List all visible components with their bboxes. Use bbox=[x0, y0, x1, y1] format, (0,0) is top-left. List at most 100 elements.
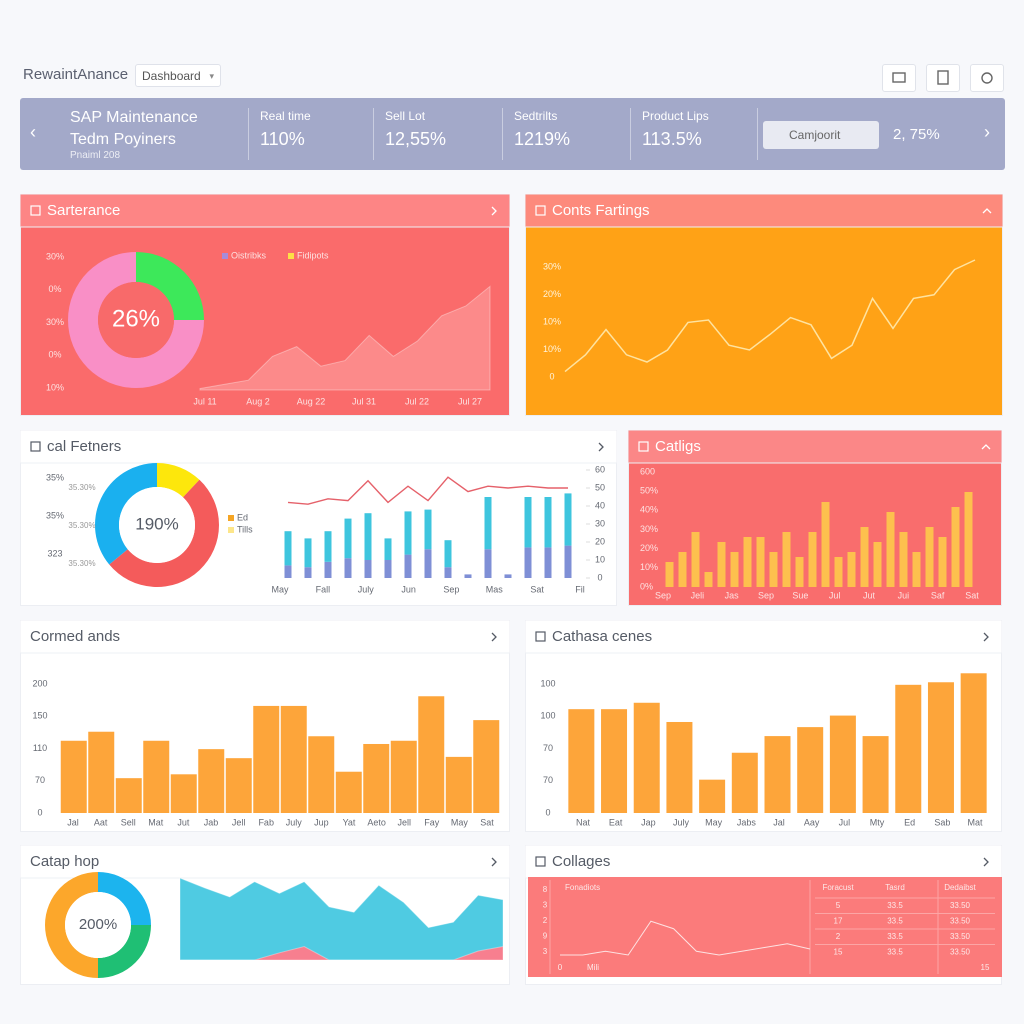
bar bbox=[504, 574, 512, 578]
bar bbox=[862, 736, 889, 813]
dropdown[interactable]: Dashboard ▾ bbox=[135, 64, 221, 87]
y-tick-label: 10 bbox=[595, 554, 605, 564]
y-axis-label: 0% bbox=[640, 581, 653, 591]
bar bbox=[927, 682, 954, 813]
panel-title: Conts Fartings bbox=[552, 202, 650, 219]
bar bbox=[198, 749, 225, 813]
y-axis-label: 0% bbox=[48, 350, 61, 360]
panel-icon bbox=[638, 441, 649, 452]
bar bbox=[280, 705, 307, 813]
x-axis-label: Jap bbox=[641, 817, 656, 827]
x-axis-label: Jut bbox=[177, 817, 190, 827]
x-axis-label: Jul 27 bbox=[458, 396, 482, 406]
panel-toggle[interactable] bbox=[981, 444, 991, 450]
y-axis-label: 150 bbox=[32, 711, 47, 721]
icon bbox=[981, 72, 993, 84]
x-axis-label: Aeto bbox=[367, 817, 386, 827]
legend-label: Oistribks bbox=[231, 250, 267, 260]
bar bbox=[473, 720, 500, 813]
y-tick-label: 40 bbox=[595, 500, 605, 510]
x-axis-label: Saf bbox=[931, 590, 945, 600]
x-axis-label: Jut bbox=[863, 590, 876, 600]
footer-label: 0 bbox=[558, 963, 563, 972]
panel: Cathasa cenes 100 100 70 70 0 Nat Eat Jap July May… bbox=[525, 620, 1002, 832]
summary-title: SAP Maintenance bbox=[70, 109, 198, 126]
bar bbox=[960, 673, 987, 813]
panel-toggle[interactable] bbox=[983, 632, 989, 642]
bar bbox=[304, 567, 312, 578]
donut-segment bbox=[45, 872, 98, 978]
search-input[interactable]: Camjoorit bbox=[763, 121, 879, 149]
area bbox=[179, 877, 504, 961]
x-axis-label: Jui bbox=[898, 590, 910, 600]
side-sublabel: 35.30% bbox=[68, 559, 95, 568]
panel: Sarterance 26% Oistribks Fidipots 30% 0% 30% 0%… bbox=[20, 194, 510, 416]
row-label: 9 bbox=[543, 932, 548, 941]
donut-segment bbox=[136, 252, 204, 320]
x-axis-label: Sat bbox=[965, 590, 979, 600]
side-label: 323 bbox=[47, 548, 62, 558]
panel-header bbox=[20, 620, 510, 653]
table-cell: 5 bbox=[836, 901, 841, 910]
bar bbox=[717, 542, 726, 587]
bar bbox=[951, 507, 960, 587]
bar bbox=[899, 532, 908, 587]
prev-button[interactable]: ‹ bbox=[30, 122, 36, 142]
table-cell: 15 bbox=[834, 948, 843, 957]
x-axis-label: Sat bbox=[530, 584, 544, 594]
x-axis-label: Jal bbox=[67, 817, 79, 827]
panel-toggle[interactable] bbox=[983, 857, 989, 867]
bar bbox=[568, 709, 595, 813]
y-axis-label: 10% bbox=[46, 382, 64, 392]
x-axis-label: Nat bbox=[576, 817, 591, 827]
x-axis-label: Aug 2 bbox=[246, 396, 270, 406]
x-axis-label: Jul bbox=[839, 817, 851, 827]
panel-title: cal Fetners bbox=[47, 438, 121, 455]
bar bbox=[730, 552, 739, 587]
bar bbox=[284, 531, 292, 566]
toolbar-button[interactable] bbox=[970, 64, 1004, 92]
y-axis-label: 600 bbox=[640, 466, 655, 476]
panel-toggle[interactable] bbox=[982, 208, 992, 214]
panel-icon bbox=[535, 205, 546, 216]
table-corner-label: Fonadiots bbox=[565, 883, 600, 892]
x-axis-label: Aat bbox=[94, 817, 108, 827]
panel: Catap hop 200% bbox=[20, 845, 510, 985]
bar bbox=[324, 561, 332, 578]
x-axis-label: Mty bbox=[870, 817, 885, 827]
x-axis-label: Sep bbox=[758, 590, 774, 600]
panel-toggle[interactable] bbox=[491, 857, 497, 867]
y-axis-label: 10% bbox=[640, 562, 658, 572]
panel-toggle[interactable] bbox=[491, 206, 497, 216]
bar bbox=[925, 527, 934, 587]
donut-segment bbox=[157, 463, 200, 498]
bar bbox=[544, 497, 552, 548]
x-axis-label: Jas bbox=[725, 590, 740, 600]
y-axis-label: 0 bbox=[545, 807, 550, 817]
panel-toggle[interactable] bbox=[598, 442, 604, 452]
bar bbox=[964, 492, 973, 587]
table-background bbox=[528, 877, 1002, 977]
x-axis-label: Jabs bbox=[737, 817, 757, 827]
x-axis-label: Mat bbox=[967, 817, 983, 827]
icon bbox=[937, 70, 949, 85]
y-axis-label: 20% bbox=[543, 289, 561, 299]
toolbar-button[interactable] bbox=[926, 64, 960, 92]
y-tick-label: 60 bbox=[595, 464, 605, 474]
next-button[interactable]: › bbox=[984, 122, 990, 142]
bar bbox=[484, 549, 492, 578]
side-label: 35% bbox=[46, 510, 64, 520]
x-axis-label: Jul 22 bbox=[405, 396, 429, 406]
kpi-value: 12,55% bbox=[385, 129, 447, 149]
bar bbox=[384, 538, 392, 560]
sparkline bbox=[560, 920, 811, 956]
bar bbox=[666, 721, 693, 813]
bar bbox=[782, 532, 791, 587]
divider bbox=[757, 108, 758, 160]
summary-subtitle: Tedm Poyiners bbox=[70, 131, 176, 148]
panel-toggle[interactable] bbox=[491, 632, 497, 642]
toolbar-button[interactable] bbox=[882, 64, 916, 92]
bar bbox=[743, 537, 752, 587]
legend-label: Fidipots bbox=[297, 250, 329, 260]
